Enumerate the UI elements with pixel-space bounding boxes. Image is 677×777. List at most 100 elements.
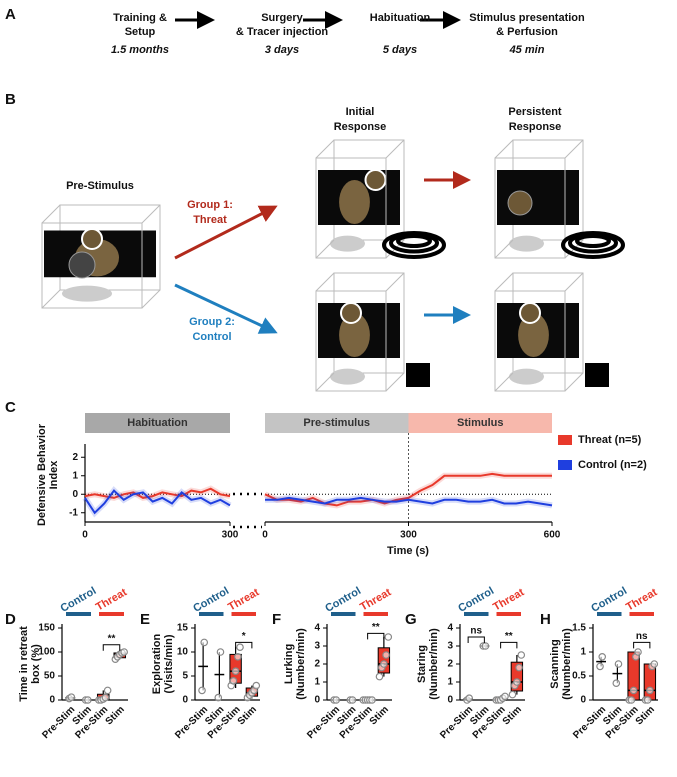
group-label: Threat	[624, 586, 659, 613]
group2-label: Group 2:	[189, 316, 235, 328]
timeline-step: Surgery	[261, 12, 303, 24]
y-tick-label: 1	[580, 647, 586, 658]
y-axis-label: (Visits/min)	[163, 634, 175, 693]
x-tick-label: Pre-Stim	[40, 704, 77, 741]
data-point	[214, 693, 223, 702]
timeline-step: Stimulus presentation	[469, 12, 585, 24]
y-tick-label: 1	[447, 677, 453, 688]
snake	[396, 234, 432, 248]
legend-swatch	[558, 435, 572, 445]
x-tick-label: Stim	[368, 704, 391, 727]
panel-label: H	[540, 611, 551, 628]
x-tick-label: Pre-Stim	[173, 704, 210, 741]
timeline-step: Training &	[113, 12, 167, 24]
significance-label: ns	[636, 631, 648, 642]
group1-label: Group 1:	[187, 199, 233, 211]
cage-edge	[494, 372, 514, 392]
y-tick-label: 2	[72, 452, 78, 463]
significance-bracket	[467, 636, 485, 643]
shadow	[509, 235, 544, 252]
significance-bracket	[500, 641, 518, 649]
cage-front	[494, 157, 566, 259]
persistent-label: Persistent	[508, 106, 562, 118]
y-tick-label: -1	[69, 507, 78, 518]
data-point	[234, 652, 242, 661]
cubes	[41, 139, 625, 392]
group-label: Threat	[226, 586, 261, 613]
retreat-hole	[507, 190, 533, 216]
cage-edge	[315, 239, 335, 259]
significance-label: ns	[470, 626, 482, 637]
axis-break	[233, 492, 262, 529]
data-point	[375, 672, 384, 681]
x-tick-label: Stim	[501, 704, 524, 727]
x-tick-label: Stim	[634, 704, 657, 727]
x-tick-label: 600	[544, 530, 561, 541]
initial-label: Initial	[346, 106, 375, 118]
phase-label: Pre-stimulus	[303, 417, 370, 429]
x-tick-label: 0	[262, 530, 268, 541]
data-point	[216, 648, 225, 656]
x-tick-label: Pre-Stim	[305, 704, 342, 741]
y-axis-label: (Number/min)	[561, 628, 573, 700]
timeline-duration: 1.5 months	[111, 44, 169, 56]
y-tick-label: 15	[177, 623, 189, 634]
y-tick-label: 0	[182, 695, 188, 706]
x-tick-label: 300	[400, 530, 417, 541]
legend-label: Threat (n=5)	[578, 434, 642, 446]
y-tick-label: 3	[447, 641, 453, 652]
data-point	[348, 696, 357, 704]
panel-label: F	[272, 611, 281, 628]
y-tick-label: 4	[447, 623, 453, 634]
data-point	[332, 696, 341, 704]
significance-label: *	[242, 631, 246, 642]
y-tick-label: 0	[72, 489, 78, 500]
data-point	[252, 681, 261, 690]
data-point	[627, 696, 636, 704]
phase-bar	[85, 413, 230, 433]
x-tick-label: 0	[82, 530, 88, 541]
panel-label: A	[5, 6, 16, 23]
data-point	[634, 648, 642, 656]
data-point	[229, 676, 238, 685]
y-tick-label: 0.5	[572, 671, 586, 682]
animal-head	[81, 228, 103, 250]
group-label: Control	[323, 585, 363, 615]
significance-label: **	[505, 631, 513, 642]
y-axis-label: Time in retreat	[18, 626, 30, 702]
cage-front	[315, 157, 387, 259]
pre-stimulus-label: Pre-Stimulus	[66, 180, 134, 192]
y-axis-label: (Number/min)	[428, 628, 440, 700]
y-tick-label: 1	[314, 677, 320, 688]
data-point	[614, 660, 623, 668]
data-point	[101, 693, 110, 702]
data-point	[598, 652, 607, 661]
timeline-step: Setup	[125, 26, 156, 38]
animal-head	[364, 169, 387, 191]
y-tick-label: 50	[44, 671, 56, 682]
cage-edge	[141, 204, 161, 224]
persistent-label: Response	[509, 121, 562, 133]
y-tick-label: 5	[182, 671, 188, 682]
data-point	[508, 690, 517, 699]
y-tick-label: 0	[314, 695, 320, 706]
data-point	[120, 648, 128, 656]
block	[406, 363, 430, 387]
significance-label: **	[372, 622, 380, 633]
group-label: Control	[59, 585, 99, 615]
animal-body	[339, 180, 370, 224]
shadow	[62, 285, 112, 302]
x-tick-label: 300	[222, 530, 239, 541]
data-point	[515, 663, 523, 672]
significance-label: **	[108, 633, 116, 644]
y-tick-label: 10	[177, 647, 189, 658]
y-tick-label: 3	[314, 641, 320, 652]
cage-edge	[385, 139, 405, 159]
initial-label: Response	[334, 121, 387, 133]
data-point	[501, 692, 509, 701]
phase-label: Stimulus	[457, 417, 503, 429]
group-label: Control	[456, 585, 496, 615]
data-point	[382, 651, 390, 659]
panel-label: C	[5, 399, 16, 416]
cage-edge	[41, 289, 61, 309]
